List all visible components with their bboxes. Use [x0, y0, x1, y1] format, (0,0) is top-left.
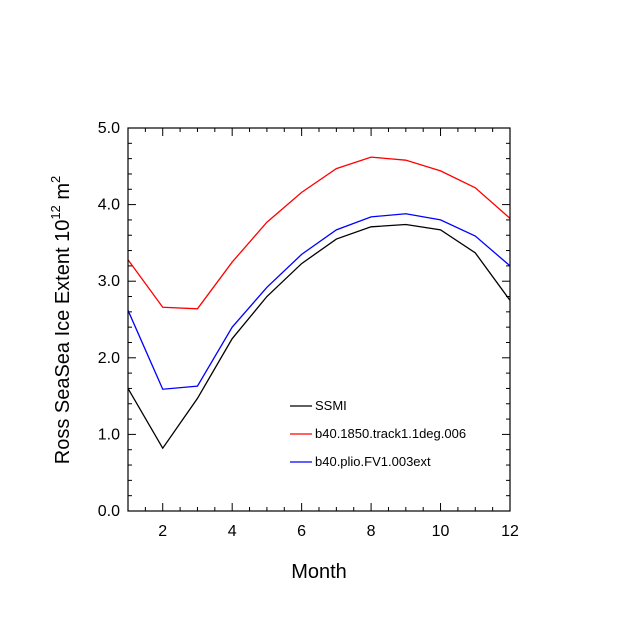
legend-label: SSMI [315, 398, 347, 413]
series-line-2 [127, 156, 511, 310]
x-tick-label: 8 [367, 523, 376, 540]
x-tick-label: 4 [228, 523, 237, 540]
legend: SSMI b40.1850.track1.1deg.006 b40.plio.FV1… [290, 398, 466, 469]
plot-frame [127, 127, 511, 512]
y-tick-label: 2.0 [98, 350, 120, 367]
y-tick-label: 3.0 [98, 273, 120, 290]
x-axis-title: Month [291, 561, 347, 583]
legend-label: b40.1850.track1.1deg.006 [315, 426, 466, 441]
y-axis-title: Ross SeaSea Ice Extent 1012 m2 [48, 176, 74, 465]
series-line-3 [127, 213, 511, 390]
y-tick-label: 0.0 [98, 503, 120, 520]
y-tick-label: 1.0 [98, 426, 120, 443]
x-tick-label: 2 [158, 523, 167, 540]
series-lines [127, 156, 511, 450]
legend-label: b40.plio.FV1.003ext [315, 454, 431, 469]
x-tick-label: 10 [432, 523, 450, 540]
x-tick-label: 6 [297, 523, 306, 540]
tick-labels: 2 4 6 8 10 12 0.0 1.0 2.0 3.0 4.0 5.0 [98, 120, 519, 540]
y-tick-label: 5.0 [98, 120, 120, 137]
y-tick-label: 4.0 [98, 197, 120, 214]
x-tick-label: 12 [501, 523, 519, 540]
series-line-1 [127, 223, 511, 450]
